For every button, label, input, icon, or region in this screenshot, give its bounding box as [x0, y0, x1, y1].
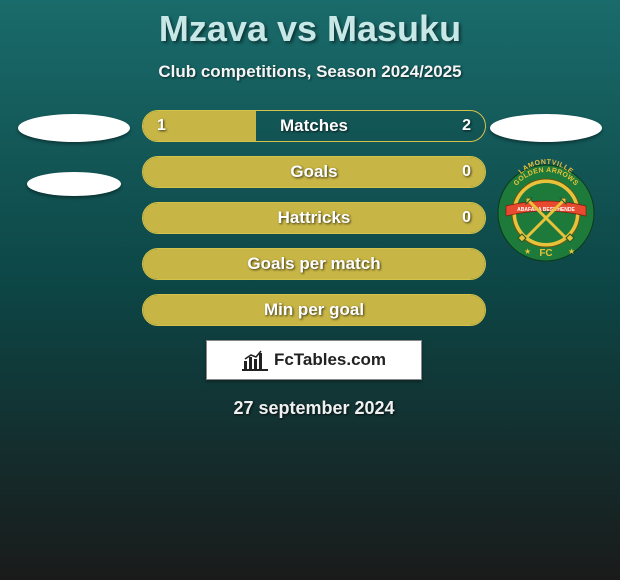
bar-chart-icon — [242, 349, 268, 371]
stat-label: Goals per match — [143, 254, 485, 274]
svg-text:★: ★ — [524, 247, 531, 256]
left-player-avatar — [14, 110, 134, 196]
stat-label: Hattricks — [143, 208, 485, 228]
stat-bar-min-per-goal: Min per goal — [142, 294, 486, 326]
svg-text:ABAFANA BES'THENDE: ABAFANA BES'THENDE — [517, 207, 575, 213]
svg-text:FC: FC — [539, 248, 552, 259]
attribution-text: FcTables.com — [274, 350, 386, 370]
stat-right-value: 2 — [448, 117, 485, 135]
attribution-badge: FcTables.com — [206, 340, 422, 380]
snapshot-date: 27 september 2024 — [142, 398, 486, 419]
avatar-placeholder-ellipse — [27, 172, 121, 196]
stat-bars: 1 Matches 2 Goals 0 Hattricks 0 Goals pe… — [142, 110, 486, 419]
svg-text:★: ★ — [568, 247, 575, 256]
stat-right-value: 0 — [448, 209, 485, 227]
page-title: Mzava vs Masuku — [0, 0, 620, 50]
stat-label: Min per goal — [143, 300, 485, 320]
stat-bar-goals: Goals 0 — [142, 156, 486, 188]
club-badge-golden-arrows: LAMONTVILLE GOLDEN ARROWS ABAFANA BES'TH… — [496, 156, 596, 270]
stat-label: Goals — [143, 162, 485, 182]
stat-bar-goals-per-match: Goals per match — [142, 248, 486, 280]
right-player-avatar: LAMONTVILLE GOLDEN ARROWS ABAFANA BES'TH… — [486, 110, 606, 270]
stat-right-value: 0 — [448, 163, 485, 181]
stat-bar-matches: 1 Matches 2 — [142, 110, 486, 142]
page-subtitle: Club competitions, Season 2024/2025 — [0, 62, 620, 82]
avatar-placeholder-ellipse — [490, 114, 602, 142]
avatar-placeholder-ellipse — [18, 114, 130, 142]
comparison-panel: 1 Matches 2 Goals 0 Hattricks 0 Goals pe… — [0, 110, 620, 419]
stat-label: Matches — [143, 116, 485, 136]
stat-bar-hattricks: Hattricks 0 — [142, 202, 486, 234]
